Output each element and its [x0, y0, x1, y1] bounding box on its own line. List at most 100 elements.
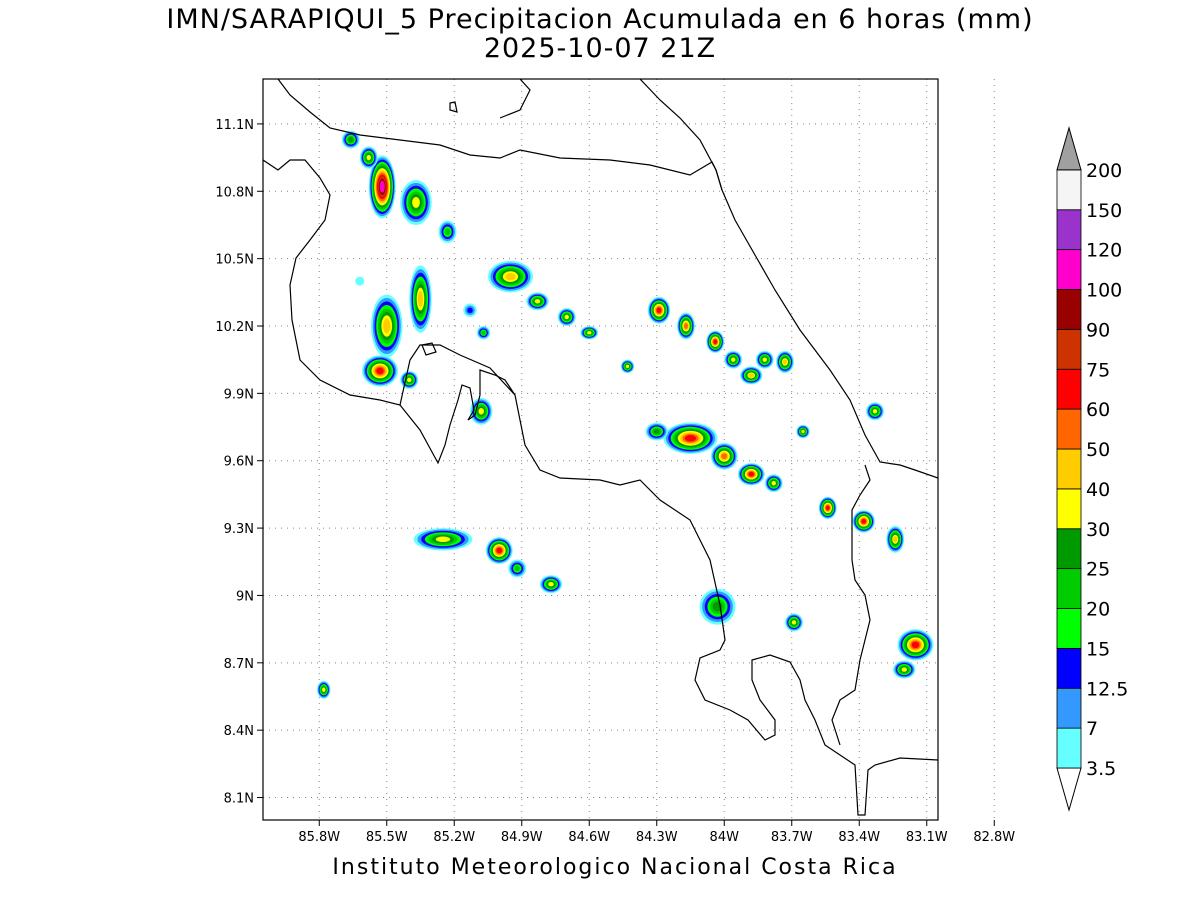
precip-contour [478, 408, 485, 415]
x-tick-label: 85.8W [298, 830, 340, 845]
y-tick-label: 11.1N [215, 118, 254, 133]
precip-contour [684, 323, 688, 329]
precip-cell [508, 559, 527, 578]
precip-cell [886, 525, 905, 553]
nicoya-gulf-coast [399, 344, 516, 406]
precip-contour [412, 196, 420, 209]
precip-cell [476, 326, 491, 340]
precip-contour [684, 435, 697, 442]
precip-cell [580, 326, 599, 340]
colorbar-segment [1056, 169, 1082, 211]
precip-cell [755, 350, 774, 369]
y-tick-label: 8.7N [224, 657, 254, 672]
footer-credit: Instituto Meteorologico Nacional Costa R… [332, 855, 898, 880]
precip-contour [376, 367, 384, 375]
precip-contour [355, 276, 365, 286]
precip-cell [526, 292, 549, 311]
precip-contour [383, 318, 391, 334]
x-tick-label: 84.9W [501, 830, 543, 845]
precip-cell [470, 397, 493, 425]
y-tick-label: 10.5N [215, 253, 254, 268]
axis-ticks: 85.8W 85.5W 85.2W 84.9W 84.6W 84.3W 84W 83.7W 83… [215, 118, 1015, 845]
precip-contour [496, 547, 503, 554]
colorbar-segment [1056, 368, 1082, 410]
precip-cell [897, 629, 934, 661]
colorbar-label: 100 [1086, 280, 1122, 302]
colorbar-segment [1056, 647, 1082, 689]
x-tick-label: 83.1W [906, 830, 948, 845]
precip-contour [653, 429, 660, 434]
precip-cell [699, 588, 736, 625]
precip-cell [438, 220, 457, 243]
precip-contour [656, 307, 662, 314]
precip-cell [620, 359, 635, 374]
colorbar-label: 30 [1086, 519, 1110, 541]
pacific-coastline [263, 159, 938, 816]
precip-cell [645, 422, 668, 441]
precip-cell [706, 330, 725, 353]
precip-cell [796, 424, 810, 439]
colorbar-segment [1056, 727, 1082, 769]
precip-cell [740, 366, 763, 385]
colorbar-label: 60 [1086, 399, 1110, 421]
precip-cell [818, 496, 837, 520]
nicaragua-border [277, 79, 723, 191]
x-tick-label: 85.2W [433, 830, 475, 845]
precip-contour [467, 307, 473, 314]
precip-contour [548, 582, 554, 587]
caribbean-coastline [639, 79, 938, 479]
precip-cell [463, 303, 477, 318]
precip-cell [539, 575, 563, 594]
colorbar-segment [1056, 249, 1082, 290]
lake-nicaragua-shore [499, 79, 531, 119]
y-tick-label: 9.3N [224, 522, 254, 537]
precip-contour [771, 480, 776, 486]
colorbar-segment [1056, 448, 1082, 490]
precip-cell [866, 402, 884, 421]
precip-contour [713, 339, 718, 345]
precip-contour [731, 357, 736, 362]
colorbar-lower-triangle [1056, 767, 1082, 812]
colorbar-segment [1056, 488, 1082, 530]
precip-contour [872, 409, 878, 414]
precip-contour [748, 373, 754, 378]
colorbar-label: 120 [1086, 240, 1122, 262]
precip-cell [362, 355, 398, 387]
precip-contour [481, 330, 486, 335]
precip-contour [564, 314, 569, 320]
coastline-borders [263, 79, 938, 816]
precip-cell [400, 180, 432, 225]
y-tick-label: 9.9N [224, 387, 254, 402]
precip-cell [413, 528, 473, 551]
precip-cell [368, 155, 396, 219]
precip-contour [861, 519, 867, 524]
colorbar-label: 75 [1086, 359, 1110, 381]
precip-contour [505, 272, 516, 281]
colorbar-segment [1056, 528, 1082, 570]
precip-contour [407, 377, 412, 383]
precip-cell [852, 510, 875, 533]
precip-contour [435, 536, 451, 543]
colorbar-segment [1056, 568, 1082, 609]
precip-contour [801, 429, 805, 434]
precip-contour [514, 565, 520, 572]
precip-contour [366, 154, 371, 161]
colorbar-segment [1056, 328, 1082, 370]
precip-cell [776, 350, 794, 374]
x-tick-label: 83.7W [771, 830, 813, 845]
y-tick-label: 9.6N [224, 455, 254, 470]
precip-cell [409, 265, 432, 333]
x-tick-label: 83.4W [838, 830, 880, 845]
x-tick-label: 84.6W [568, 830, 610, 845]
precip-contour [791, 620, 797, 625]
colorbar-label: 15 [1086, 638, 1110, 660]
colorbar: 3.5 7 12.5 15 20 25 30 40 50 60 75 90 100 120 150 200 [1056, 126, 1128, 812]
precip-cell [677, 312, 695, 340]
map-title: IMN/SARAPIQUI_5 Precipitacion Acumulada … [166, 4, 1034, 35]
precip-contour [444, 228, 451, 236]
colorbar-segment [1056, 687, 1082, 729]
y-tick-label: 8.1N [224, 792, 254, 807]
precip-cell [724, 350, 743, 369]
precip-cell [485, 537, 513, 565]
